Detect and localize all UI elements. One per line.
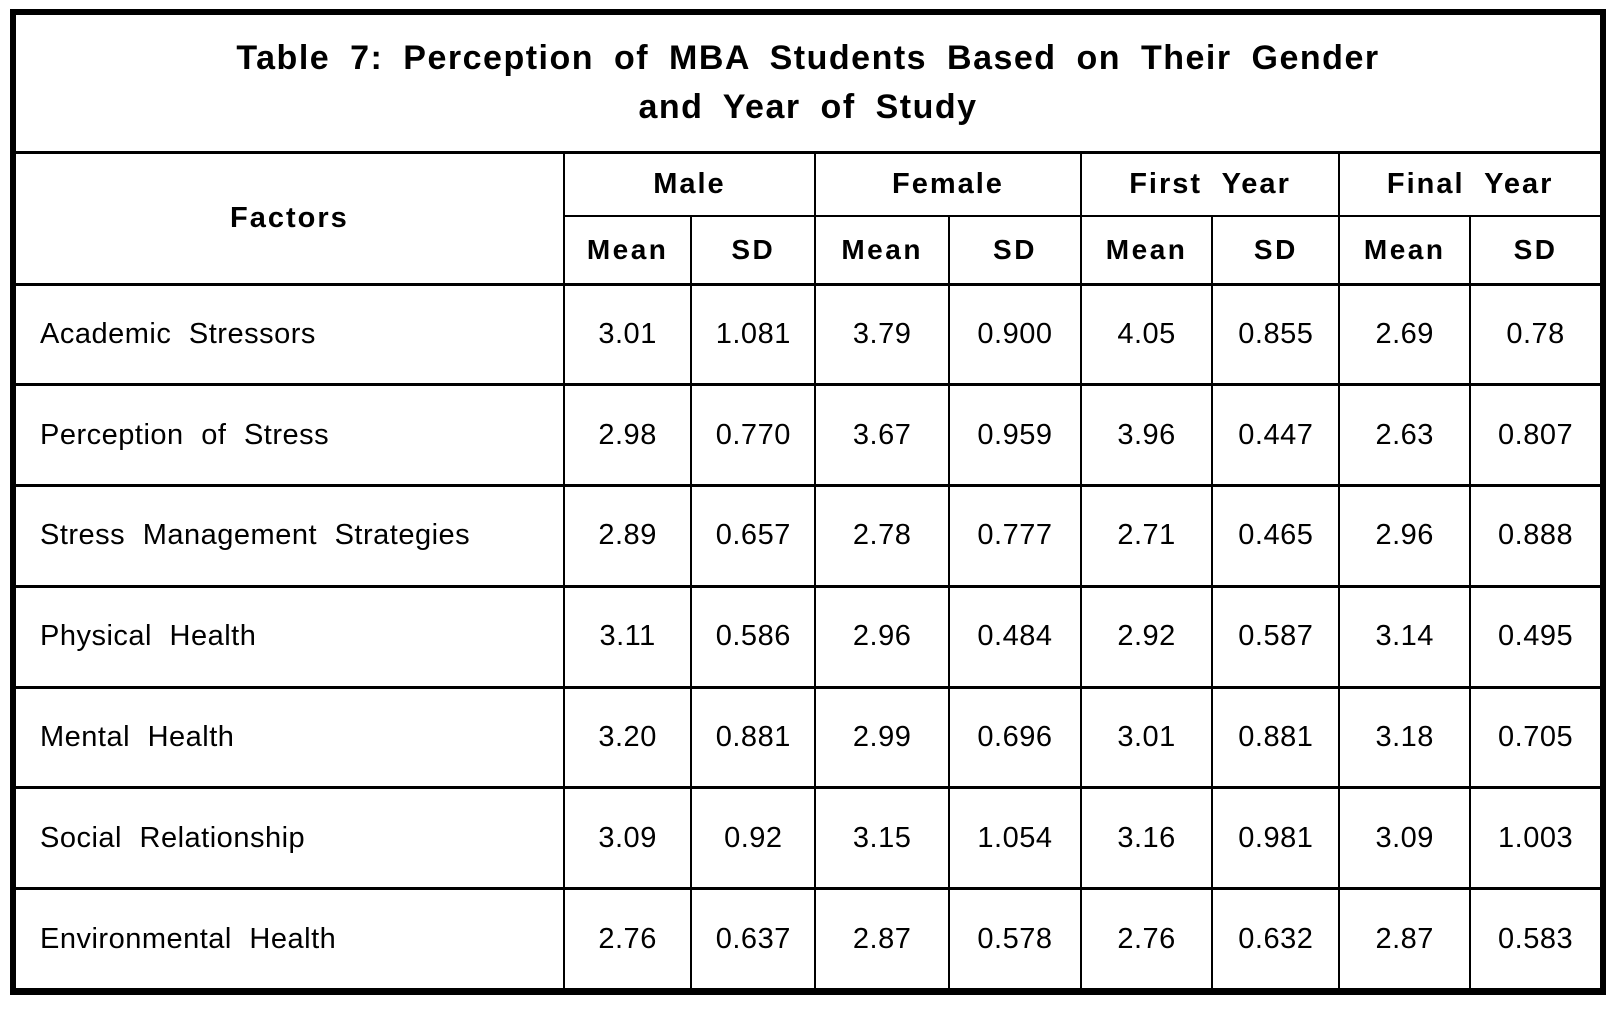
factor-cell: Social Relationship <box>14 786 565 891</box>
factors-column-header: Factors <box>14 150 565 285</box>
female-mean-header: Mean <box>814 215 951 285</box>
table-row: Mental Health 3.20 0.881 2.99 0.696 3.01… <box>14 685 1602 790</box>
perception-table: Table 7: Perception of MBA Students Base… <box>14 13 1602 991</box>
value-cell: 2.89 <box>562 484 693 588</box>
factor-cell: Academic Stressors <box>14 282 565 387</box>
value-cell: 3.09 <box>562 786 693 891</box>
value-cell: 2.96 <box>814 584 951 689</box>
male-sd-header: SD <box>690 215 817 285</box>
value-cell: 2.76 <box>1079 887 1214 991</box>
value-cell: 3.09 <box>1338 786 1472 891</box>
group-header-final-year: Final Year <box>1338 150 1602 217</box>
value-cell: 0.900 <box>948 282 1082 387</box>
table-7-frame: Table 7: Perception of MBA Students Base… <box>10 9 1606 995</box>
factor-cell: Stress Management Strategies <box>14 484 565 588</box>
value-cell: 0.586 <box>690 584 817 689</box>
value-cell: 0.92 <box>690 786 817 891</box>
value-cell: 0.587 <box>1211 584 1341 689</box>
final-year-mean-header: Mean <box>1338 215 1472 285</box>
factor-cell: Physical Health <box>14 584 565 689</box>
value-cell: 0.888 <box>1469 484 1602 588</box>
value-cell: 3.18 <box>1338 685 1472 790</box>
value-cell: 0.777 <box>948 484 1082 588</box>
factor-cell: Environmental Health <box>14 887 565 991</box>
table-row: Perception of Stress 2.98 0.770 3.67 0.9… <box>14 383 1602 488</box>
value-cell: 1.081 <box>690 282 817 387</box>
table-title-row: Table 7: Perception of MBA Students Base… <box>14 13 1602 154</box>
value-cell: 3.16 <box>1079 786 1214 891</box>
value-cell: 0.855 <box>1211 282 1341 387</box>
value-cell: 0.495 <box>1469 584 1602 689</box>
value-cell: 3.79 <box>814 282 951 387</box>
value-cell: 2.99 <box>814 685 951 790</box>
value-cell: 0.637 <box>690 887 817 991</box>
factor-cell: Mental Health <box>14 685 565 790</box>
group-header-male: Male <box>562 150 817 217</box>
value-cell: 1.054 <box>948 786 1082 891</box>
factor-cell: Perception of Stress <box>14 383 565 488</box>
value-cell: 0.632 <box>1211 887 1341 991</box>
value-cell: 0.657 <box>690 484 817 588</box>
table-row: Environmental Health 2.76 0.637 2.87 0.5… <box>14 887 1602 991</box>
value-cell: 3.15 <box>814 786 951 891</box>
value-cell: 2.87 <box>1338 887 1472 991</box>
value-cell: 2.96 <box>1338 484 1472 588</box>
value-cell: 0.881 <box>690 685 817 790</box>
value-cell: 2.76 <box>562 887 693 991</box>
value-cell: 3.20 <box>562 685 693 790</box>
table-title: Table 7: Perception of MBA Students Base… <box>14 13 1602 154</box>
value-cell: 3.67 <box>814 383 951 488</box>
value-cell: 0.484 <box>948 584 1082 689</box>
first-year-sd-header: SD <box>1211 215 1341 285</box>
table-title-line2: and Year of Study <box>638 87 978 126</box>
table-row: Physical Health 3.11 0.586 2.96 0.484 2.… <box>14 584 1602 689</box>
value-cell: 2.63 <box>1338 383 1472 488</box>
value-cell: 0.583 <box>1469 887 1602 991</box>
value-cell: 0.770 <box>690 383 817 488</box>
subheader-row: Mean SD Mean SD Mean SD Mean SD <box>15 215 1602 285</box>
value-cell: 3.14 <box>1338 584 1472 689</box>
group-header-first-year: First Year <box>1079 150 1341 217</box>
female-sd-header: SD <box>948 215 1082 285</box>
value-cell: 3.01 <box>1079 685 1214 790</box>
value-cell: 3.96 <box>1079 383 1214 488</box>
value-cell: 2.87 <box>814 887 951 991</box>
value-cell: 0.578 <box>948 887 1082 991</box>
value-cell: 0.696 <box>948 685 1082 790</box>
value-cell: 2.98 <box>562 383 693 488</box>
value-cell: 2.71 <box>1079 484 1214 588</box>
male-mean-header: Mean <box>562 215 693 285</box>
value-cell: 1.003 <box>1469 786 1602 891</box>
value-cell: 0.881 <box>1211 685 1341 790</box>
value-cell: 3.01 <box>562 282 693 387</box>
first-year-mean-header: Mean <box>1079 215 1214 285</box>
group-header-female: Female <box>814 150 1082 217</box>
value-cell: 0.705 <box>1469 685 1602 790</box>
value-cell: 2.78 <box>814 484 951 588</box>
value-cell: 0.981 <box>1211 786 1341 891</box>
value-cell: 0.447 <box>1211 383 1341 488</box>
value-cell: 2.69 <box>1338 282 1472 387</box>
table-row: Social Relationship 3.09 0.92 3.15 1.054… <box>14 786 1602 891</box>
value-cell: 4.05 <box>1079 282 1214 387</box>
table-row: Stress Management Strategies 2.89 0.657 … <box>14 484 1602 588</box>
value-cell: 0.465 <box>1211 484 1341 588</box>
table-row: Academic Stressors 3.01 1.081 3.79 0.900… <box>14 282 1602 387</box>
value-cell: 3.11 <box>562 584 693 689</box>
value-cell: 0.78 <box>1469 282 1602 387</box>
value-cell: 0.807 <box>1469 383 1602 488</box>
table-title-line1: Table 7: Perception of MBA Students Base… <box>236 39 1380 78</box>
value-cell: 2.92 <box>1079 584 1214 689</box>
final-year-sd-header: SD <box>1469 215 1602 285</box>
group-header-row: Factors Male Female First Year Final Yea… <box>14 150 1602 285</box>
value-cell: 0.959 <box>948 383 1082 488</box>
